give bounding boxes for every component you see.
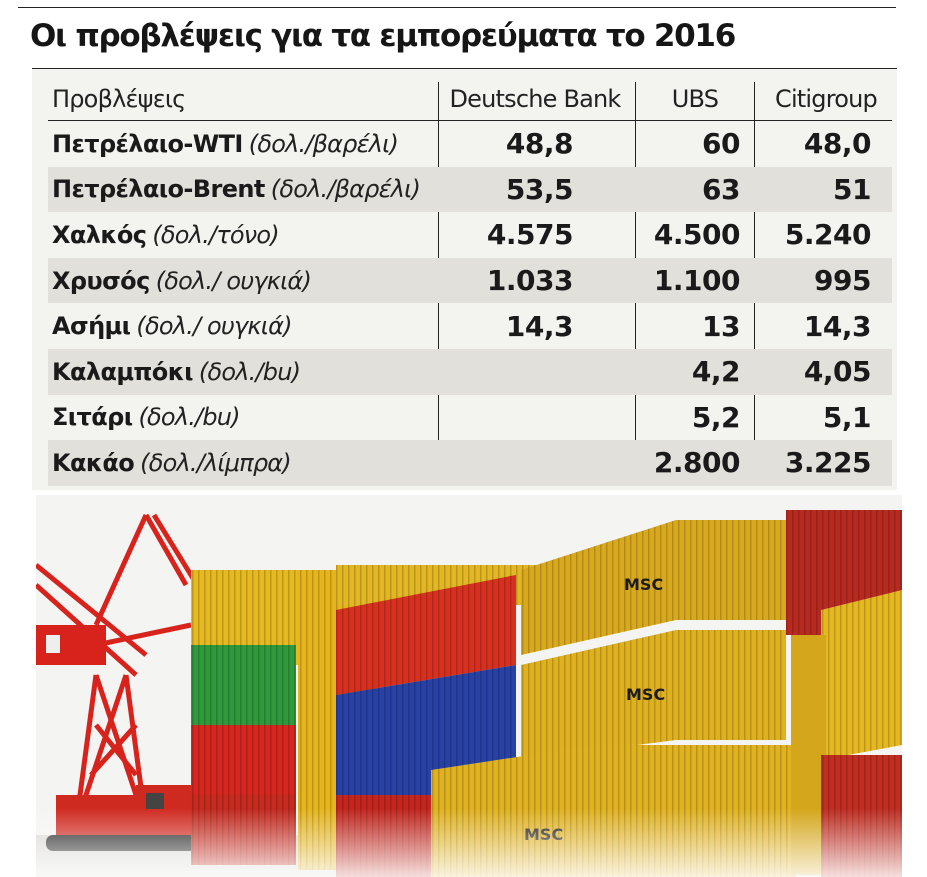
table-row: Πετρέλαιο-WTI (δολ./βαρέλι) 48,8 60 48,0	[48, 121, 892, 167]
page-title: Οι προβλέψεις για τα εμπορεύματα το 2016	[30, 18, 736, 54]
commodity-unit: (δολ./ ουγκιά)	[155, 266, 312, 295]
value-deutsche-bank	[438, 440, 573, 486]
table-row: Χρυσός (δολ./ ουγκιά) 1.033 1.100 995	[48, 257, 892, 304]
value-ubs: 1.100	[653, 264, 741, 298]
header-deutsche-bank: Deutsche Bank	[449, 85, 621, 113]
commodity-name: Καλαμπόκι	[52, 357, 194, 386]
value-citigroup: 4,05	[803, 355, 872, 389]
value-ubs: 4.500	[653, 218, 741, 252]
header-citigroup: Citigroup	[774, 85, 878, 113]
commodity-unit: (δολ./bu)	[138, 403, 240, 432]
value-ubs: 63	[702, 172, 740, 206]
commodity-name: Πετρέλαιο-Brent	[52, 175, 265, 204]
commodity-unit: (δολ./bu)	[198, 357, 301, 386]
value-citigroup: 3.225	[784, 446, 872, 480]
value-deutsche-bank: 14,3	[505, 309, 574, 343]
value-ubs: 2.800	[653, 446, 741, 480]
commodity-name: Χρυσός	[52, 266, 150, 295]
commodity-name: Ασήμι	[52, 312, 131, 341]
table-body: Πετρέλαιο-WTI (δολ./βαρέλι) 48,8 60 48,0 …	[48, 121, 892, 486]
commodity-name: Σιτάρι	[52, 403, 133, 432]
table-header: Προβλέψεις Deutsche Bank UBS Citigroup	[48, 78, 892, 121]
table-row: Πετρέλαιο-Brent (δολ./βαρέλι) 53,5 63 51	[48, 166, 892, 213]
commodity-unit: (δολ./ ουγκιά)	[136, 312, 292, 341]
value-citigroup: 995	[814, 264, 871, 298]
header-forecasts: Προβλέψεις	[52, 85, 186, 113]
commodity-name: Κακάο	[52, 448, 135, 477]
commodity-unit: (δολ./λίμπρα)	[140, 448, 292, 477]
value-citigroup: 51	[833, 172, 871, 206]
value-citigroup: 48,0	[803, 127, 872, 161]
value-ubs: 60	[702, 127, 740, 161]
value-citigroup: 5,1	[822, 400, 872, 434]
table-row: Σιτάρι (δολ./bu) 5,2 5,1	[48, 395, 892, 441]
commodity-unit: (δολ./βαρέλι)	[270, 175, 421, 204]
table-row: Κακάο (δολ./λίμπρα) 2.800 3.225	[48, 440, 892, 486]
table-row: Καλαμπόκι (δολ./bu) 4,2 4,05	[48, 348, 892, 395]
value-ubs: 5,2	[691, 400, 741, 434]
containers-photo: MSC MSC MSC	[36, 495, 902, 877]
table-row: Χαλκός (δολ./τόνο) 4.575 4.500 5.240	[48, 212, 892, 258]
commodity-name: Πετρέλαιο-WTI	[52, 129, 243, 158]
commodity-name: Χαλκός	[52, 220, 147, 249]
value-ubs: 4,2	[691, 355, 741, 389]
value-citigroup: 5.240	[784, 218, 872, 252]
table-row: Ασήμι (δολ./ ουγκιά) 14,3 13 14,3	[48, 303, 892, 349]
value-deutsche-bank	[438, 395, 573, 441]
commodity-unit: (δολ./τόνο)	[152, 220, 279, 249]
header-ubs: UBS	[671, 85, 719, 113]
value-citigroup: 14,3	[803, 309, 872, 343]
value-ubs: 13	[702, 309, 740, 343]
value-deutsche-bank: 4.575	[486, 218, 574, 252]
commodity-unit: (δολ./βαρέλι)	[248, 129, 399, 158]
value-deutsche-bank: 48,8	[505, 127, 574, 161]
top-rule	[18, 7, 896, 8]
value-deutsche-bank: 1.033	[486, 264, 574, 298]
value-deutsche-bank: 53,5	[505, 172, 574, 206]
value-deutsche-bank	[438, 349, 573, 395]
